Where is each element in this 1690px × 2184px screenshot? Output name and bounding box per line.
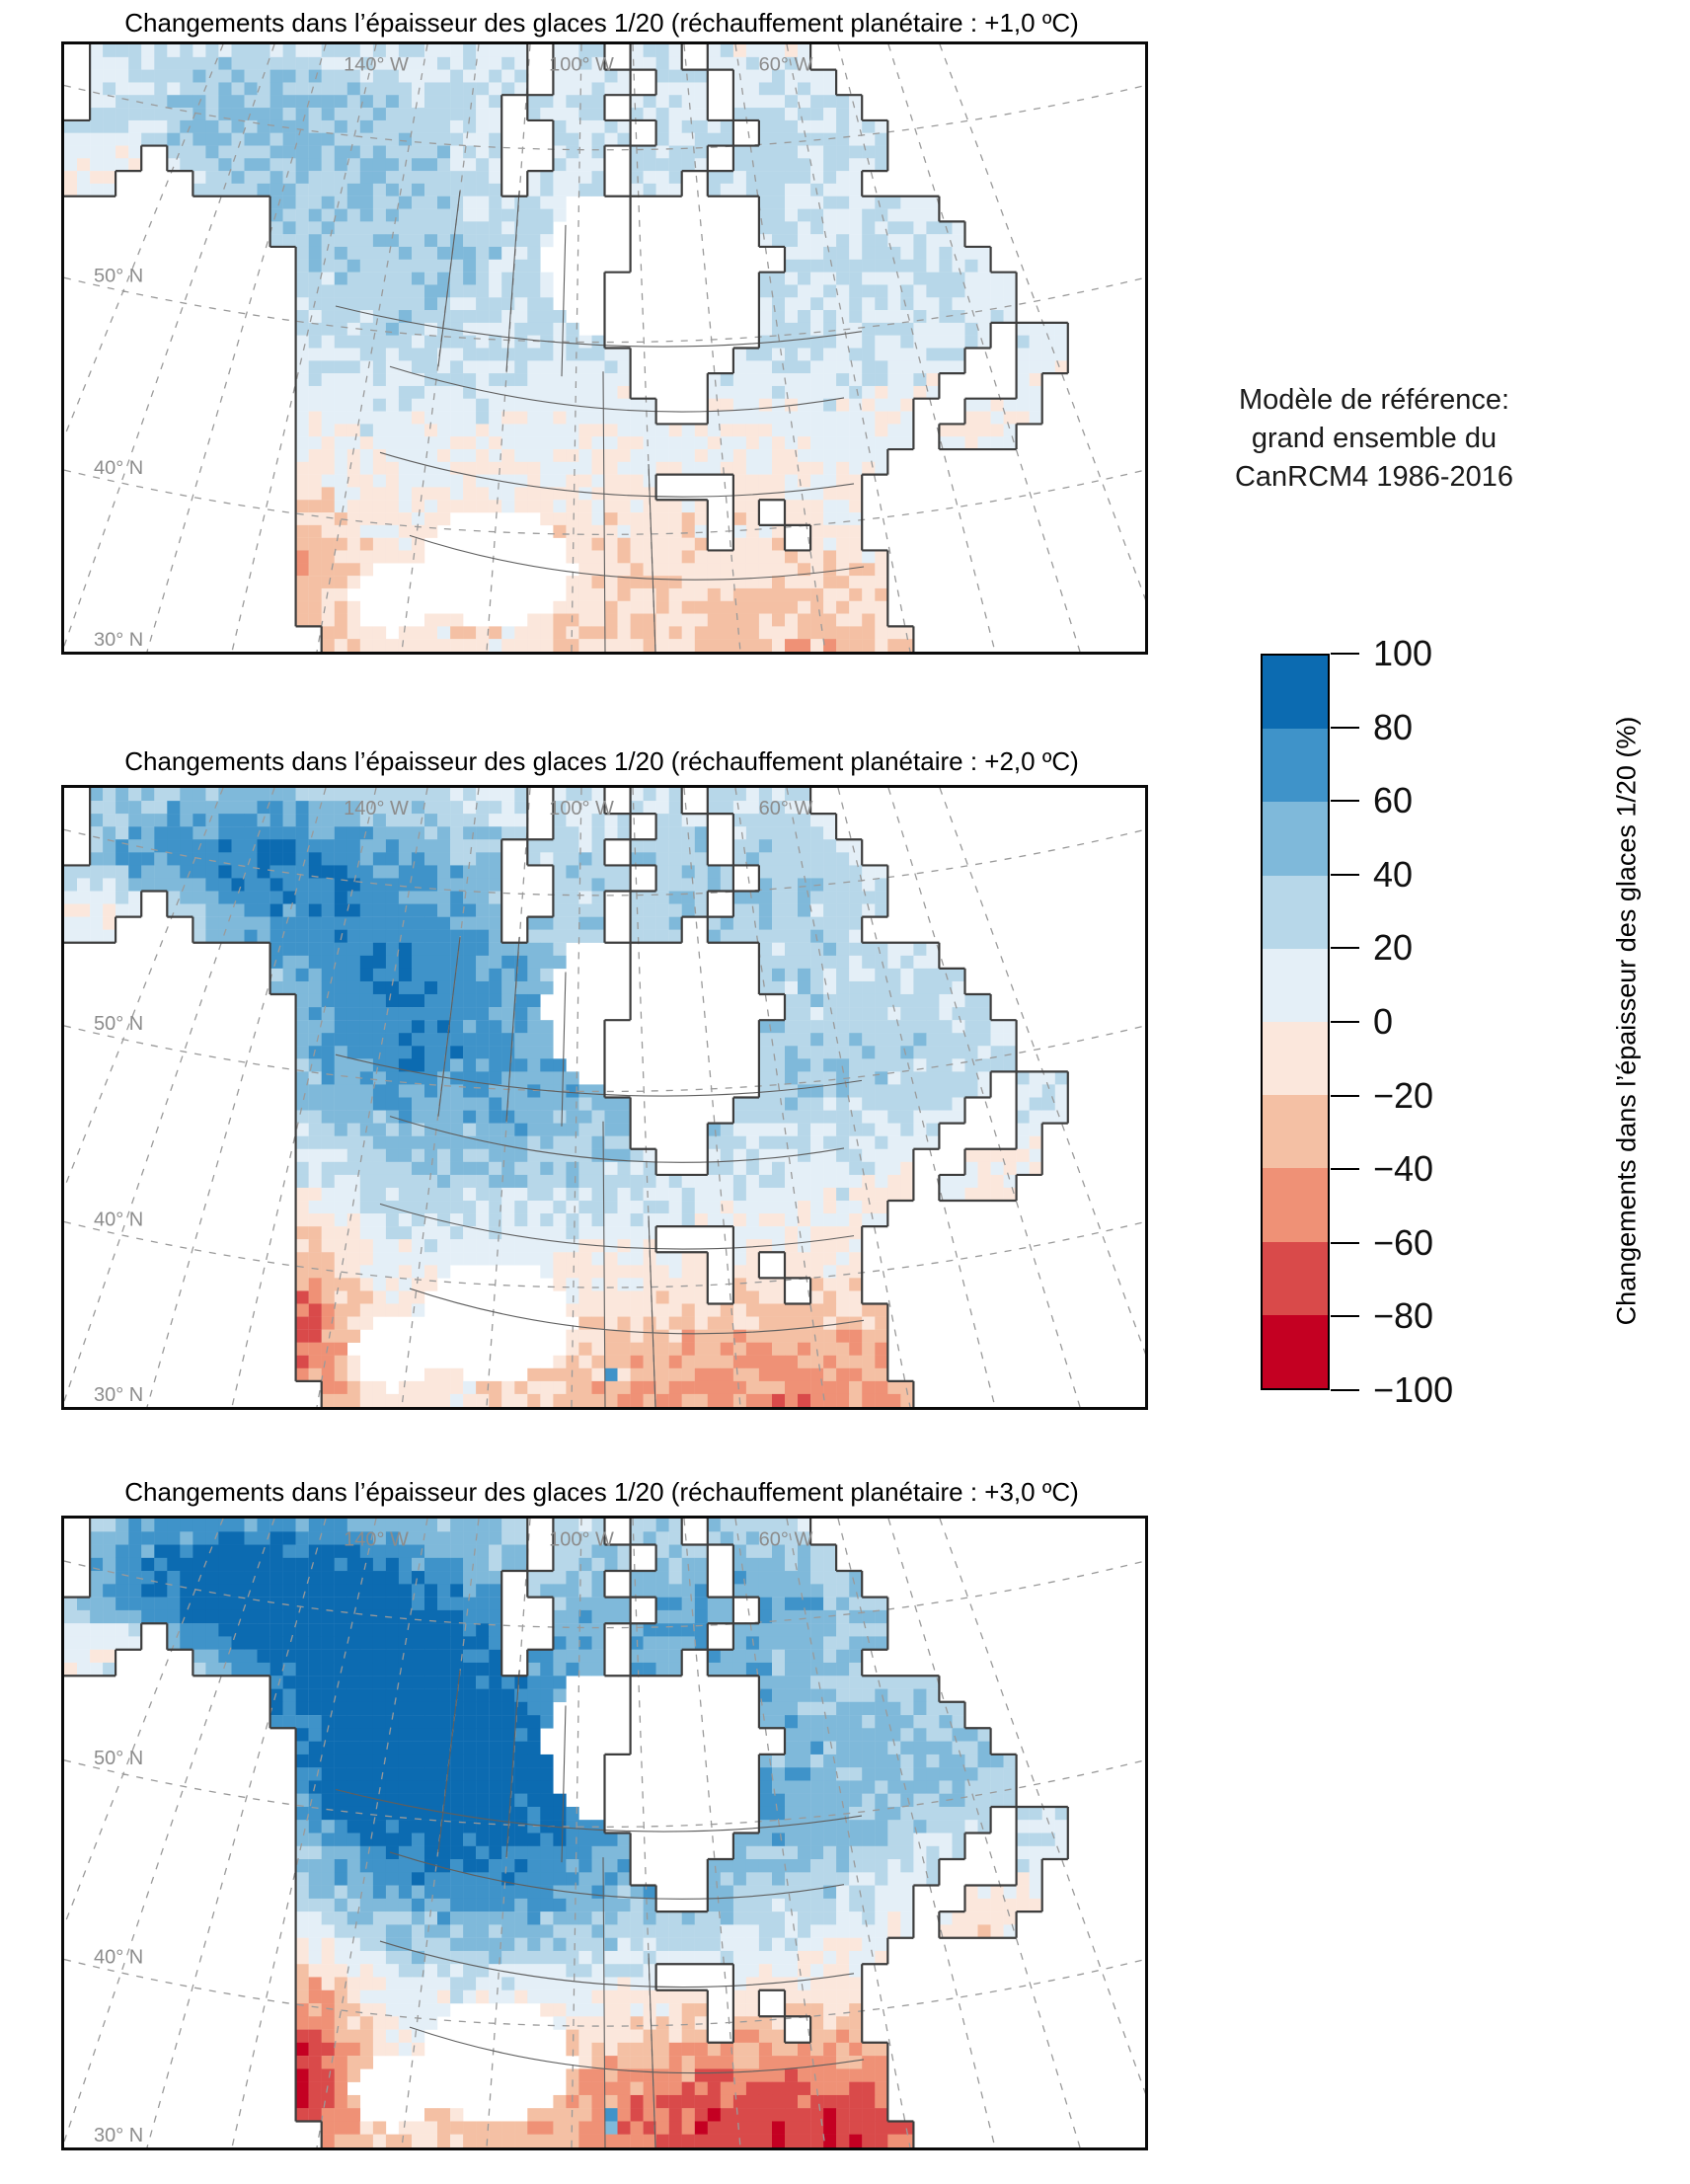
longitude-label: 100° W <box>549 1528 615 1550</box>
tick-label: −100 <box>1373 1369 1454 1410</box>
colorbar-segment <box>1263 1168 1328 1242</box>
colorbar-segment <box>1263 1241 1328 1315</box>
tick-line <box>1331 1168 1359 1171</box>
tick-label: 100 <box>1373 633 1433 673</box>
coastline <box>64 1519 1069 2147</box>
latitude-label: 40° N <box>94 1946 143 1968</box>
map-warming-3: 140° W 100° W 60° W 50° N 40° N 30° N <box>64 1519 1145 2147</box>
tick-line <box>1331 1094 1359 1097</box>
raster-cells <box>64 44 1069 652</box>
colorbar-segment <box>1263 1022 1328 1096</box>
tick-label: −40 <box>1373 1148 1434 1190</box>
tick-line <box>1331 947 1359 950</box>
tick-label: 80 <box>1373 706 1414 747</box>
longitude-label: 60° W <box>759 1528 814 1550</box>
latitude-label: 30° N <box>94 629 143 651</box>
tick-line <box>1331 873 1359 876</box>
map-panel-warming-2: 140° W 100° W 60° W 50° N 40° N 30° N <box>61 785 1148 1410</box>
admin-borders <box>335 191 865 652</box>
tick-line <box>1331 1315 1359 1318</box>
latitude-label: 30° N <box>94 1384 143 1406</box>
panel-title-warming-2: Changements dans l’épaisseur des glaces … <box>124 746 1079 776</box>
colorbar-segment <box>1263 802 1328 876</box>
coastline <box>64 788 1069 1407</box>
tick-label: 60 <box>1373 780 1414 821</box>
map-panel-warming-1: 140° W 100° W 60° W 50° N 40° N 30° N <box>61 41 1148 655</box>
tick-line <box>1331 1021 1359 1023</box>
latitude-label: 50° N <box>94 1748 143 1769</box>
tick-label: −80 <box>1373 1295 1434 1337</box>
admin-borders <box>335 1670 865 2147</box>
reference-note-line: Modèle de référence: <box>1238 384 1510 416</box>
longitude-label: 140° W <box>344 1528 410 1550</box>
panel-title-warming-3: Changements dans l’épaisseur des glaces … <box>124 1477 1079 1507</box>
colorbar-segment <box>1263 948 1328 1023</box>
colorbar-segment <box>1263 1314 1328 1389</box>
tick-label: 0 <box>1373 1001 1394 1042</box>
longitude-label: 100° W <box>549 54 614 76</box>
map-warming-1: 140° W 100° W 60° W 50° N 40° N 30° N <box>64 44 1145 652</box>
colorbar <box>1261 654 1330 1390</box>
map-warming-2: 140° W 100° W 60° W 50° N 40° N 30° N <box>64 788 1145 1407</box>
tick-label: 40 <box>1373 853 1414 895</box>
tick-line <box>1331 726 1359 729</box>
latitude-label: 40° N <box>94 1209 143 1230</box>
tick-line <box>1331 653 1359 655</box>
tick-line <box>1331 1389 1359 1391</box>
graticule <box>64 1519 1145 2147</box>
raster-cells <box>64 788 1069 1407</box>
graticule <box>64 44 1145 652</box>
panel-title-warming-1: Changements dans l’épaisseur des glaces … <box>124 8 1079 38</box>
colorbar-segment <box>1263 729 1328 803</box>
colorbar-segment <box>1263 656 1328 730</box>
colorbar-axis-label: Changements dans l’épaisseur des glaces … <box>1611 716 1642 1326</box>
tick-line <box>1331 1241 1359 1244</box>
longitude-label: 140° W <box>344 798 409 819</box>
reference-note-line: CanRCM4 1986-2016 <box>1234 461 1514 493</box>
reference-model-note: Modèle de référence: grand ensemble du C… <box>1157 381 1591 497</box>
coastline <box>64 44 1069 652</box>
tick-label: 20 <box>1373 927 1414 969</box>
longitude-label: 100° W <box>549 798 614 819</box>
tick-label: −60 <box>1373 1221 1434 1263</box>
latitude-label: 40° N <box>94 457 143 479</box>
longitude-label: 140° W <box>344 54 409 76</box>
raster-cells <box>64 1519 1069 2147</box>
latitude-label: 30° N <box>94 2125 143 2146</box>
graticule <box>64 788 1145 1407</box>
latitude-label: 50° N <box>94 265 143 286</box>
map-panel-warming-3: 140° W 100° W 60° W 50° N 40° N 30° N <box>61 1516 1148 2150</box>
colorbar-segment <box>1263 1095 1328 1169</box>
tick-line <box>1331 800 1359 803</box>
latitude-label: 50° N <box>94 1013 143 1035</box>
colorbar-segment <box>1263 875 1328 949</box>
longitude-label: 60° W <box>759 798 813 819</box>
admin-borders <box>335 937 865 1407</box>
reference-note-line: grand ensemble du <box>1251 423 1498 454</box>
tick-label: −20 <box>1373 1074 1434 1116</box>
longitude-label: 60° W <box>759 54 813 76</box>
